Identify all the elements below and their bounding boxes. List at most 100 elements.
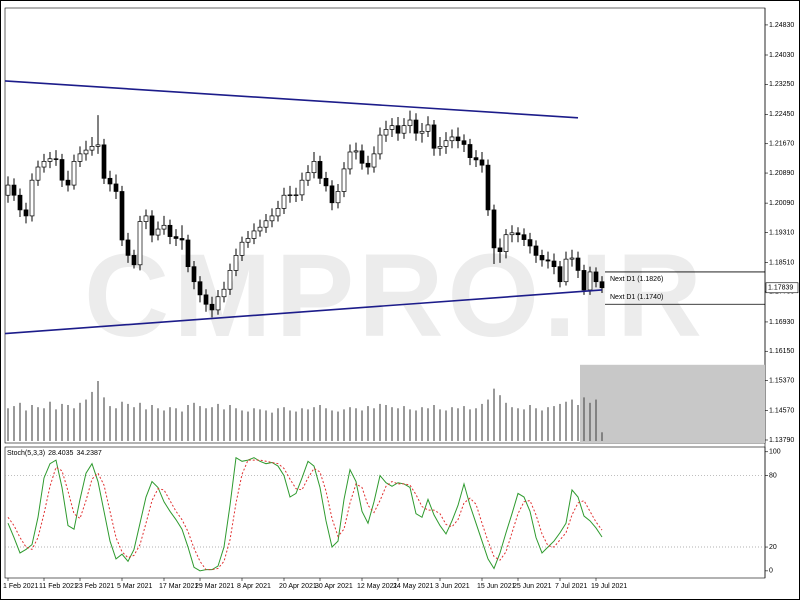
- x-tick-label: 12 May 2021: [357, 583, 398, 590]
- candle-body: [281, 194, 287, 209]
- candle-body: [467, 144, 473, 158]
- candle-body: [89, 146, 95, 151]
- stoch-panel: [4, 446, 766, 579]
- y-tick-label: 1.20890: [769, 170, 794, 177]
- candle-body: [185, 239, 191, 268]
- x-tick-label: 15 Jun 2021: [477, 583, 516, 590]
- candle-body: [425, 124, 431, 132]
- candle-body: [101, 144, 107, 179]
- candle-body: [365, 162, 371, 168]
- trendline: [4, 289, 603, 335]
- candle-body: [491, 209, 497, 249]
- y-tick-label: 1.16930: [769, 319, 794, 326]
- candle-body: [323, 177, 329, 187]
- candle-body: [287, 194, 293, 197]
- candle-body: [119, 191, 125, 241]
- candle-body: [401, 125, 407, 134]
- candle-body: [515, 232, 521, 236]
- candle-body: [461, 140, 467, 145]
- candle-body: [173, 236, 179, 239]
- y-tick-label: 1.13790: [769, 437, 794, 444]
- x-tick-label: 19 Jul 2021: [591, 583, 627, 590]
- candle-body: [149, 215, 155, 236]
- candle-body: [455, 136, 461, 142]
- candle-body: [341, 168, 347, 192]
- candle-body: [347, 151, 353, 170]
- y-tick-label: 1.14570: [769, 408, 794, 415]
- x-tick-label: 5 Mar 2021: [117, 583, 153, 590]
- y-tick-label: 0: [769, 568, 773, 575]
- last-price-box: [765, 282, 799, 294]
- candle-body: [155, 228, 161, 236]
- candle-body: [161, 224, 167, 230]
- rectangle-zone: [580, 364, 765, 443]
- candle-body: [395, 125, 401, 134]
- candle-body: [263, 220, 269, 228]
- candle-body: [209, 303, 215, 311]
- candle-body: [83, 149, 89, 155]
- candle-body: [311, 161, 317, 174]
- candle-body: [191, 266, 197, 283]
- stoch-line: [7, 459, 603, 571]
- y-tick-label: 1.23250: [769, 81, 794, 88]
- candle-body: [17, 194, 23, 211]
- candle-body: [179, 238, 185, 241]
- candle-body: [413, 119, 419, 134]
- x-tick-label: 7 Jul 2021: [555, 583, 587, 590]
- candle-body: [431, 124, 437, 149]
- candle-body: [359, 150, 365, 164]
- indicator-label: Stoch(5,3,3) 28.4035 34.2387: [7, 450, 102, 457]
- x-tick-label: 30 Apr 2021: [315, 583, 353, 590]
- y-tick-label: 1.15370: [769, 377, 794, 384]
- candle-body: [251, 230, 257, 239]
- last-price-label: 1.17839: [768, 285, 793, 292]
- candle-body: [437, 146, 443, 149]
- candle-body: [551, 260, 557, 268]
- x-tick-label: 23 Feb 2021: [75, 583, 114, 590]
- candle-body: [377, 134, 383, 155]
- candle-body: [371, 153, 377, 168]
- candle-body: [131, 255, 137, 266]
- indicator-value: Stoch(5,3,3): [7, 450, 45, 457]
- candle-body: [125, 239, 131, 256]
- candle-body: [539, 255, 545, 261]
- candle-body: [167, 224, 173, 237]
- candle-body: [509, 232, 515, 236]
- candle-body: [329, 185, 335, 204]
- candle-body: [443, 140, 449, 147]
- x-tick-label: 3 Jun 2021: [435, 583, 470, 590]
- candle-body: [143, 215, 149, 222]
- candle-body: [275, 208, 281, 217]
- x-tick-label: 11 Feb 2021: [39, 583, 78, 590]
- candle-body: [221, 288, 227, 298]
- x-tick-label: 29 Mar 2021: [195, 583, 234, 590]
- candle-body: [215, 296, 221, 311]
- candle-body: [269, 215, 275, 222]
- candle-body: [497, 247, 503, 252]
- candle-body: [65, 179, 71, 186]
- candle-body: [335, 191, 341, 204]
- y-tick-label: 1.24030: [769, 52, 794, 59]
- y-tick-label: 1.21670: [769, 141, 794, 148]
- candle-body: [113, 183, 119, 192]
- candle-body: [299, 179, 305, 196]
- candle-body: [293, 194, 299, 197]
- candle-body: [563, 258, 569, 283]
- candle-body: [245, 238, 251, 243]
- candle-body: [305, 172, 311, 181]
- candle-body: [53, 158, 59, 160]
- candle-body: [353, 150, 359, 153]
- candle-body: [227, 270, 233, 290]
- candle-body: [41, 161, 47, 168]
- y-tick-label: 1.24830: [769, 22, 794, 29]
- y-tick-label: 100: [769, 449, 781, 456]
- x-tick-label: 8 Apr 2021: [237, 583, 271, 590]
- candle-body: [521, 234, 527, 240]
- y-tick-label: 20: [769, 544, 777, 551]
- candle-body: [95, 144, 101, 147]
- candle-body: [233, 255, 239, 271]
- candle-body: [383, 129, 389, 136]
- y-tick-label: 1.16150: [769, 348, 794, 355]
